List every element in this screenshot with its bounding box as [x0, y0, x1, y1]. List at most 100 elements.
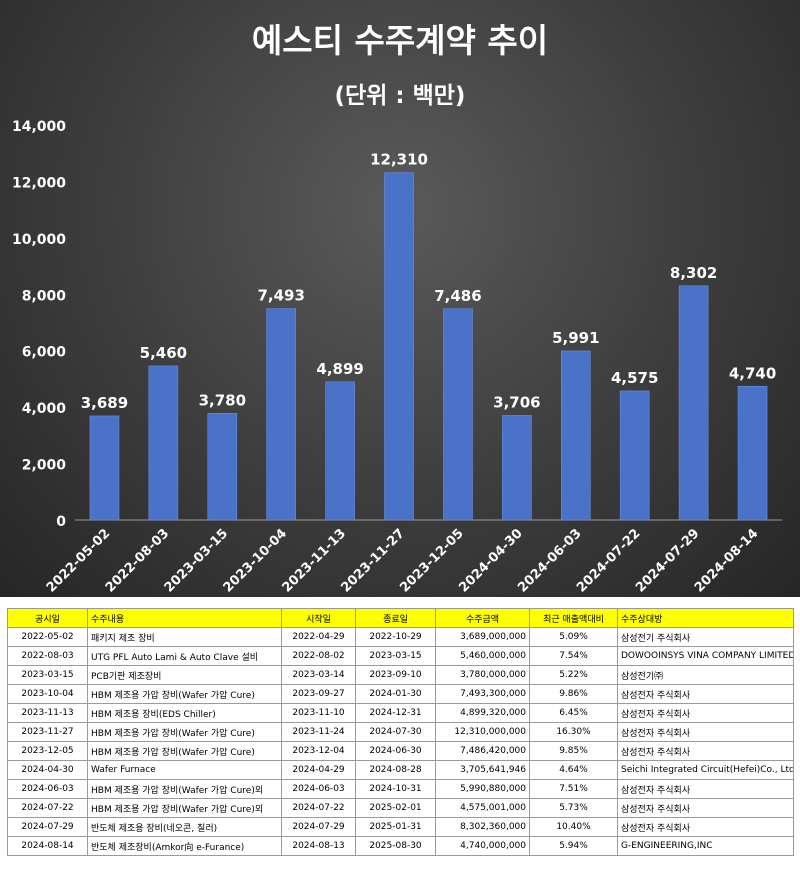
bar: [325, 381, 355, 521]
table-cell: 2024-07-29: [281, 817, 356, 837]
column-header: 수주내용: [87, 608, 282, 628]
table-cell: 5,460,000,000: [435, 646, 530, 666]
y-tick-label: 2,000: [22, 458, 67, 474]
table-cell: HBM 제조용 장비(EDS Chiller): [87, 703, 282, 723]
table-row: 2023-03-15 PCB기판 제조장비 2023-03-14 2023-09-10…: [7, 665, 794, 685]
column-header: 시작일: [281, 608, 356, 628]
bar-chart: 0 2,000 4,000 6,000 8,000 10,000 12,000 14,000 3…: [12, 119, 782, 595]
table-cell: 2023-10-04: [7, 684, 88, 704]
contract-table: 공시일 수주내용 시작일 종료일 수주금액 최근 매출액대비 수주상대방 2022-05-0…: [7, 608, 794, 856]
table-cell: 5.09%: [529, 627, 618, 647]
table-cell: 2022-05-02: [7, 627, 88, 647]
table-cell: 2025-01-31: [355, 817, 436, 837]
table-cell: 2024-07-22: [7, 798, 88, 818]
table-cell: 2023-03-15: [7, 665, 88, 685]
table-cell: 2024-04-30: [7, 760, 88, 780]
table-row: 2023-11-13 HBM 제조용 장비(EDS Chiller) 2023-11…: [7, 703, 794, 723]
table-cell: 2024-06-03: [7, 779, 88, 799]
table-cell: 7,486,420,000: [435, 741, 530, 761]
table-cell: PCB기판 제조장비: [87, 665, 282, 685]
table-cell: 2024-07-30: [355, 722, 436, 742]
table-row: 2024-07-29 반도체 제조용 장비(네오콘, 칠러) 2024-07-29 2…: [7, 817, 794, 837]
table-row: 2024-06-03 HBM 제조용 가압 장비(Wafer 가압 Cure)외 2…: [7, 779, 794, 799]
table-cell: HBM 제조용 가압 장비(Wafer 가압 Cure): [87, 722, 282, 742]
table-cell: 2022-08-02: [281, 646, 356, 666]
table-cell: 2024-01-30: [355, 684, 436, 704]
table-cell: 5,990,880,000: [435, 779, 530, 799]
column-header: 종료일: [355, 608, 436, 628]
table-cell: 2024-08-13: [281, 836, 356, 856]
table-cell: 2024-10-31: [355, 779, 436, 799]
bar: [89, 415, 120, 521]
table-cell: 반도체 제조장비(Amkor向 e-Furance): [87, 836, 282, 856]
table-cell: 7.54%: [529, 646, 618, 666]
table-cell: 7.51%: [529, 779, 618, 799]
table-cell: 삼성전기 주식회사: [617, 627, 794, 647]
table-row: 2024-04-30 Wafer Furnace 2024-04-29 2024-08…: [7, 760, 794, 780]
bar: [619, 390, 650, 521]
table-cell: G-ENGINEERING,INC: [617, 836, 794, 856]
table-cell: 4.64%: [529, 760, 618, 780]
table-row: 2024-07-22 HBM 제조용 가압 장비(Wafer 가압 Cure)외 2…: [7, 798, 794, 818]
y-tick-label: 14,000: [12, 119, 66, 135]
x-tick-label: 2024-08-14: [692, 526, 761, 595]
table-cell: 2023-03-15: [355, 646, 436, 666]
table-cell: 2025-08-30: [355, 836, 436, 856]
contract-table-container: 공시일 수주내용 시작일 종료일 수주금액 최근 매출액대비 수주상대방 2022-05-0…: [7, 608, 794, 856]
table-cell: 4,740,000,000: [435, 836, 530, 856]
y-tick-label: 4,000: [22, 401, 67, 417]
data-label: 7,493: [257, 287, 304, 305]
table-cell: 2022-08-03: [7, 646, 88, 666]
y-tick-label: 0: [56, 514, 66, 530]
table-cell: 12,310,000,000: [435, 722, 530, 742]
table-cell: 삼성전자 주식회사: [617, 817, 794, 837]
data-label: 8,302: [670, 264, 717, 282]
data-label: 4,740: [729, 364, 776, 382]
bar: [737, 385, 768, 521]
data-label: 3,706: [493, 393, 540, 411]
data-label: 4,899: [316, 360, 363, 378]
bar: [384, 172, 414, 521]
bar: [266, 308, 297, 521]
table-cell: 4,575,001,000: [435, 798, 530, 818]
table-cell: 2023-09-10: [355, 665, 436, 685]
table-body: 2022-05-02 패키지 제조 장비 2022-04-29 2022-10-29 3…: [7, 627, 794, 856]
bar: [148, 365, 179, 521]
table-cell: 3,689,000,000: [435, 627, 530, 647]
table-cell: 2023-03-14: [281, 665, 356, 685]
table-row: 2023-10-04 HBM 제조용 가압 장비(Wafer 가압 Cure) 20…: [7, 684, 794, 704]
table-cell: 2023-11-27: [7, 722, 88, 742]
table-cell: 5.22%: [529, 665, 618, 685]
table-row: 2022-05-02 패키지 제조 장비 2022-04-29 2022-10-29 3…: [7, 627, 794, 647]
table-cell: 10.40%: [529, 817, 618, 837]
y-tick-label: 10,000: [12, 232, 66, 248]
table-cell: Seichi Integrated Circuit(Hefei)Co., Ltd: [617, 760, 794, 780]
chart-panel: 예스티 수주계약 추이 (단위 : 백만) 0 2,000 4,000 6,000 8,…: [0, 0, 800, 597]
table-cell: Wafer Furnace: [87, 760, 282, 780]
data-label: 5,991: [552, 329, 599, 347]
table-cell: 2024-08-14: [7, 836, 88, 856]
table-cell: 삼성전자 주식회사: [617, 722, 794, 742]
table-cell: 삼성전자 주식회사: [617, 684, 794, 704]
table-cell: HBM 제조용 가압 장비(Wafer 가압 Cure): [87, 741, 282, 761]
table-cell: 2022-04-29: [281, 627, 356, 647]
table-cell: 7,493,300,000: [435, 684, 530, 704]
data-label: 12,310: [370, 151, 428, 169]
table-cell: 2025-02-01: [355, 798, 436, 818]
chart-subtitle: (단위 : 백만): [334, 83, 466, 109]
table-cell: 반도체 제조용 장비(네오콘, 칠러): [87, 817, 282, 837]
chart-title: 예스티 수주계약 추이: [251, 21, 549, 60]
table-cell: 5.94%: [529, 836, 618, 856]
table-cell: 8,302,360,000: [435, 817, 530, 837]
column-header: 최근 매출액대비: [529, 608, 618, 628]
table-cell: HBM 제조용 가압 장비(Wafer 가압 Cure)외: [87, 779, 282, 799]
bar: [560, 350, 591, 521]
table-cell: 3,780,000,000: [435, 665, 530, 685]
table-cell: 6.45%: [529, 703, 618, 723]
table-cell: 삼성전자 주식회사: [617, 741, 794, 761]
table-cell: 9.86%: [529, 684, 618, 704]
table-cell: 2023-12-04: [281, 741, 356, 761]
table-cell: 2024-08-28: [355, 760, 436, 780]
data-label: 5,460: [140, 344, 187, 362]
table-cell: 2022-10-29: [355, 627, 436, 647]
